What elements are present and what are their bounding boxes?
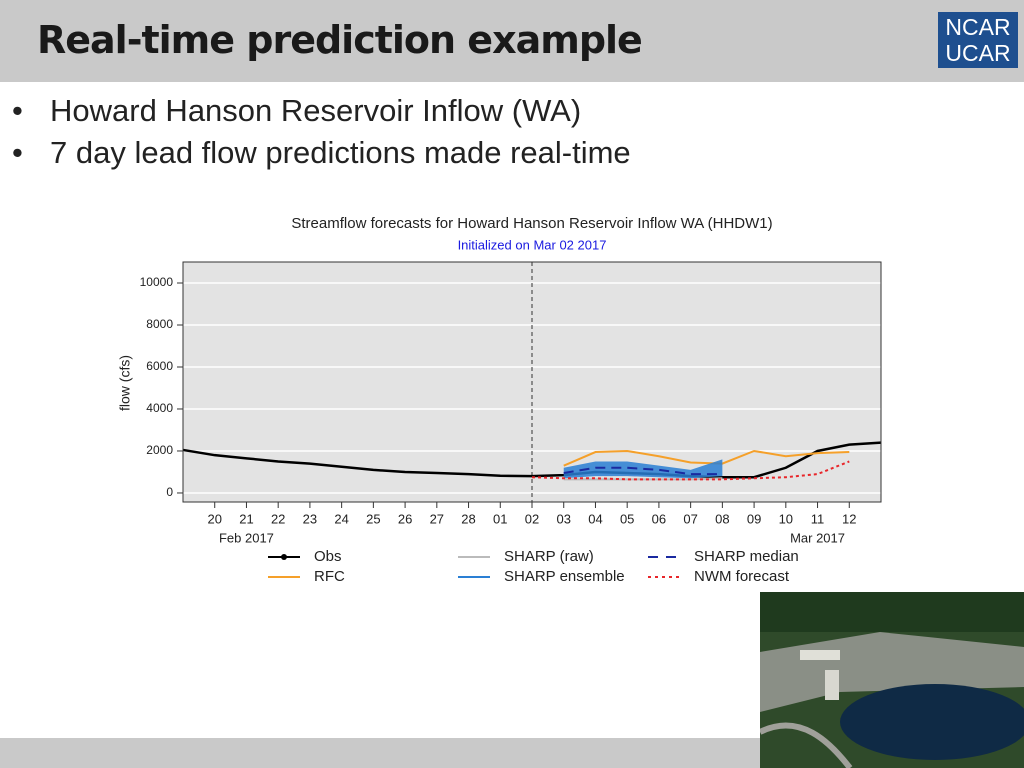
slide-title: Real-time prediction example — [37, 18, 643, 62]
x-tick-label: 23 — [303, 511, 317, 526]
x-tick-label: 06 — [652, 511, 666, 526]
y-tick-label: 10000 — [140, 275, 174, 289]
x-tick-label: 10 — [779, 511, 793, 526]
bullet: • 7 day lead flow predictions made real-t… — [12, 135, 631, 170]
x-tick-label: 01 — [493, 511, 507, 526]
x-tick-label: 02 — [525, 511, 539, 526]
photo — [760, 592, 1024, 768]
chart-title: Streamflow forecasts for Howard Hanson R… — [291, 215, 772, 232]
x-tick-label: 28 — [461, 511, 475, 526]
logo-text: UCAR — [945, 40, 1011, 66]
y-axis-label: flow (cfs) — [117, 355, 133, 411]
x-tick-label: 24 — [334, 511, 348, 526]
legend-marker — [281, 554, 287, 560]
logo: NCAR UCAR — [938, 12, 1018, 68]
series-line — [182, 441, 882, 479]
x-tick-label: 26 — [398, 511, 412, 526]
legend-label: SHARP (raw) — [504, 548, 594, 565]
y-tick-label: 8000 — [146, 317, 173, 331]
logo-text: NCAR — [945, 14, 1011, 40]
x-tick-label: 21 — [239, 511, 253, 526]
series-line — [563, 449, 850, 467]
y-tick-label: 4000 — [146, 401, 173, 415]
series-line — [531, 460, 850, 481]
chart: Streamflow forecasts for Howard Hanson R… — [117, 215, 882, 585]
legend-label: SHARP median — [694, 548, 799, 565]
x-tick-label: 09 — [747, 511, 761, 526]
y-tick-label: 2000 — [146, 443, 173, 457]
legend-label: Obs — [314, 548, 342, 565]
x-tick-label: 25 — [366, 511, 380, 526]
title-bar — [0, 0, 1024, 82]
bullet: • Howard Hanson Reservoir Inflow (WA) — [12, 93, 582, 128]
bullet-list: • Howard Hanson Reservoir Inflow (WA) • 7 … — [12, 93, 631, 177]
month-label: Mar 2017 — [790, 530, 845, 545]
legend-label: NWM forecast — [694, 568, 790, 585]
x-tick-label: 12 — [842, 511, 856, 526]
x-tick-label: 27 — [430, 511, 444, 526]
x-tick-label: 05 — [620, 511, 634, 526]
bullet-text: 7 day lead flow predictions made real-ti… — [50, 135, 631, 170]
x-tick-label: 04 — [588, 511, 602, 526]
chart-subtitle: Initialized on Mar 02 2017 — [458, 237, 607, 252]
x-tick-label: 03 — [556, 511, 570, 526]
y-tick-label: 0 — [166, 485, 173, 499]
x-tick-label: 07 — [683, 511, 697, 526]
x-tick-label: 22 — [271, 511, 285, 526]
bullet-text: Howard Hanson Reservoir Inflow (WA) — [50, 93, 582, 128]
x-tick-label: 20 — [207, 511, 221, 526]
y-tick-label: 6000 — [146, 359, 173, 373]
month-label: Feb 2017 — [219, 530, 274, 545]
x-tick-label: 08 — [715, 511, 729, 526]
legend-label: SHARP ensemble — [504, 568, 625, 585]
legend-label: RFC — [314, 568, 345, 585]
series-line — [563, 466, 723, 476]
plot-frame — [182, 261, 882, 503]
x-tick-label: 11 — [811, 511, 825, 526]
